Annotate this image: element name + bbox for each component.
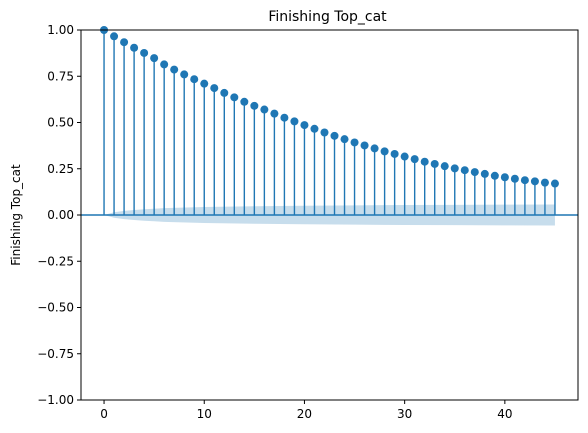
stem-marker bbox=[550, 179, 559, 188]
stem-marker bbox=[420, 157, 429, 166]
x-tick-label: 30 bbox=[397, 407, 412, 421]
stem-marker bbox=[240, 97, 249, 106]
stem-marker bbox=[450, 164, 459, 173]
stem-marker bbox=[430, 159, 439, 168]
stem-marker bbox=[540, 178, 549, 187]
stem-marker bbox=[260, 105, 269, 114]
stem-marker bbox=[460, 166, 469, 175]
y-tick-label: 0.50 bbox=[47, 116, 74, 130]
stem-marker bbox=[230, 93, 239, 102]
x-tick-label: 40 bbox=[497, 407, 512, 421]
stem-marker bbox=[400, 152, 409, 161]
stem-marker bbox=[110, 32, 119, 41]
y-tick-label: 0.00 bbox=[47, 208, 74, 222]
stem-marker bbox=[210, 84, 219, 93]
stem-marker bbox=[370, 144, 379, 153]
stem-marker bbox=[520, 176, 529, 185]
y-tick-label: 0.75 bbox=[47, 69, 74, 83]
stem-marker bbox=[480, 169, 489, 178]
stem-marker bbox=[150, 54, 159, 63]
y-tick-label: −1.00 bbox=[37, 393, 74, 407]
stem-marker bbox=[160, 60, 169, 69]
stem-marker bbox=[320, 128, 329, 137]
stem-marker bbox=[250, 101, 259, 110]
stem-marker bbox=[440, 162, 449, 171]
y-tick-label: −0.75 bbox=[37, 347, 74, 361]
stem-marker bbox=[220, 88, 229, 97]
stem-marker bbox=[390, 149, 399, 158]
stem-marker bbox=[170, 65, 179, 74]
stem-marker bbox=[490, 171, 499, 180]
stem-marker bbox=[290, 117, 299, 126]
x-tick-label: 0 bbox=[100, 407, 108, 421]
x-tick-label: 20 bbox=[297, 407, 312, 421]
stem-marker bbox=[500, 173, 509, 182]
y-tick-label: 1.00 bbox=[47, 23, 74, 37]
stem-marker bbox=[300, 121, 309, 130]
chart-title: Finishing Top_cat bbox=[268, 9, 387, 25]
stem-marker bbox=[330, 131, 339, 140]
stem-marker bbox=[380, 147, 389, 156]
stem-marker bbox=[510, 174, 519, 183]
stem-marker bbox=[180, 70, 189, 79]
stem-marker bbox=[410, 155, 419, 164]
stem-marker bbox=[360, 141, 369, 150]
stem-marker bbox=[340, 135, 349, 144]
stem-marker bbox=[270, 109, 279, 118]
stem-marker bbox=[120, 38, 129, 47]
stem-marker bbox=[190, 75, 199, 84]
stem-marker bbox=[200, 79, 209, 88]
stem-marker bbox=[280, 113, 289, 122]
stem-marker bbox=[350, 138, 359, 147]
y-tick-label: −0.50 bbox=[37, 301, 74, 315]
stem-marker bbox=[310, 124, 319, 133]
stem-marker bbox=[140, 48, 149, 57]
y-tick-label: −0.25 bbox=[37, 254, 74, 268]
stem-marker bbox=[470, 168, 479, 177]
stem-marker bbox=[130, 43, 139, 52]
y-axis-title: Finishing Top_cat bbox=[9, 164, 23, 266]
x-tick-label: 10 bbox=[197, 407, 212, 421]
stem-marker bbox=[530, 177, 539, 186]
y-tick-label: 0.25 bbox=[47, 162, 74, 176]
